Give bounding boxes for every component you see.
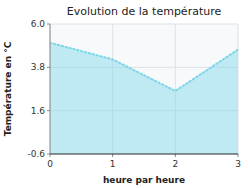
title: Evolution de la température <box>67 5 222 18</box>
grid-line <box>50 154 238 155</box>
grid-line <box>50 24 238 25</box>
chart: -0.6 1.6 3.8 6.0 0 1 2 3 Evolution de la tempéra… <box>0 0 250 188</box>
grid-line <box>50 24 51 154</box>
grid <box>50 24 238 154</box>
tick-label: 3.8 <box>31 62 46 72</box>
plot-background <box>50 24 238 154</box>
axes: -0.6 1.6 3.8 6.0 0 1 2 3 <box>27 19 240 169</box>
tick-label: 3 <box>235 159 241 169</box>
x-axis-label: heure par heure <box>103 175 185 185</box>
tick-label: -0.6 <box>27 149 45 159</box>
tick-label: 1 <box>110 159 116 169</box>
tick-label: 6.0 <box>31 19 46 29</box>
chart-container: -0.6 1.6 3.8 6.0 0 1 2 3 Evolution de la tempéra… <box>0 0 250 188</box>
x-axis-line <box>50 154 238 155</box>
tick-label: 0 <box>47 159 53 169</box>
tick-label: 2 <box>172 159 178 169</box>
tick-label: 1.6 <box>31 106 46 116</box>
line <box>50 43 238 91</box>
data <box>50 43 238 154</box>
y-axis-line <box>50 24 51 154</box>
area <box>50 43 238 154</box>
y-axis-label: Température en °C <box>3 41 13 136</box>
